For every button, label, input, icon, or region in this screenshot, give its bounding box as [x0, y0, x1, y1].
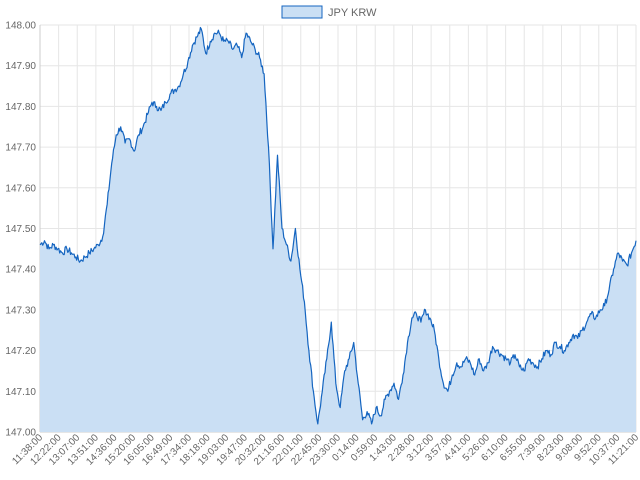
y-tick-label: 148.00	[5, 21, 36, 32]
y-axis: 148.00 147.90 147.80 147.70 147.60 147.50 147.…	[5, 21, 36, 439]
series-line	[39, 26, 637, 425]
series-area	[40, 27, 636, 432]
y-tick-label: 147.50	[5, 224, 36, 235]
y-tick-label: 147.80	[5, 102, 36, 113]
x-axis: 11:38:0012:22:0013:07:0013:51:0014:36:00…	[10, 432, 640, 468]
y-tick-label: 147.40	[5, 265, 36, 276]
y-tick-label: 147.00	[5, 428, 36, 439]
legend-swatch[interactable]	[281, 5, 323, 19]
y-tick-label: 147.20	[5, 346, 36, 357]
y-tick-label: 147.90	[5, 61, 36, 72]
series-group	[39, 26, 637, 432]
y-tick-label: 147.30	[5, 305, 36, 316]
y-tick-label: 147.70	[5, 143, 36, 154]
legend[interactable]: JPY KRW	[281, 5, 377, 19]
y-tick-label: 147.60	[5, 183, 36, 194]
legend-label[interactable]: JPY KRW	[328, 7, 377, 19]
y-tick-label: 147.10	[5, 387, 36, 398]
